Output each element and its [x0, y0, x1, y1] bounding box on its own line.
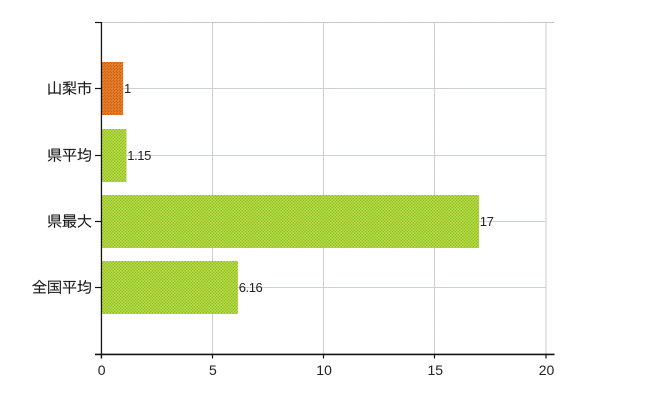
svg-text:15: 15: [428, 362, 444, 378]
svg-text:0: 0: [98, 362, 106, 378]
svg-text:5: 5: [209, 362, 217, 378]
svg-text:17: 17: [480, 214, 494, 229]
svg-text:1: 1: [124, 81, 131, 96]
svg-text:1.15: 1.15: [127, 148, 151, 163]
svg-text:20: 20: [539, 362, 555, 378]
svg-text:10: 10: [316, 362, 332, 378]
svg-text:6.16: 6.16: [239, 280, 263, 295]
